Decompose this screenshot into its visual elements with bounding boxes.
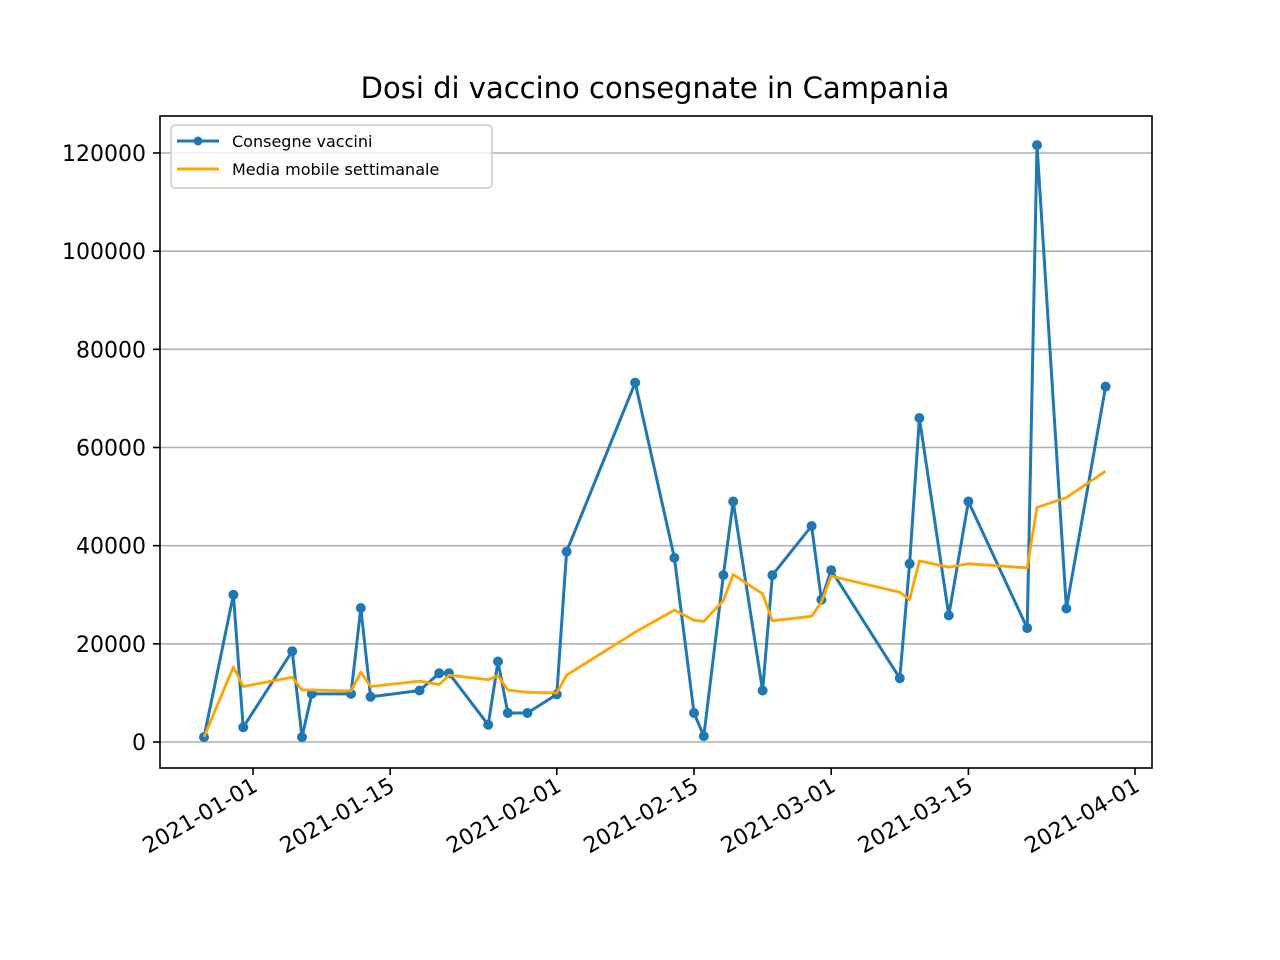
series-line	[202, 143, 1108, 739]
grid-lines	[160, 152, 1152, 743]
data-point	[1032, 140, 1042, 151]
y-tick-label: 120000	[62, 142, 146, 167]
y-tick-label: 60000	[76, 437, 146, 462]
data-point	[689, 708, 699, 718]
legend-label: Media mobile settimanale	[232, 160, 439, 179]
y-tick-label: 40000	[76, 535, 146, 560]
data-point	[1061, 603, 1072, 614]
data-point	[914, 413, 925, 423]
y-axis: 0 20000 40000 60000 80000 100000 120000	[62, 142, 160, 756]
legend-box	[170, 124, 493, 189]
data-point	[434, 668, 445, 679]
data-point	[493, 656, 503, 667]
data-point	[963, 496, 974, 507]
plot-area	[199, 140, 1111, 743]
data-point	[757, 685, 768, 696]
data-point	[483, 719, 494, 730]
legend: Consegne vaccini Media mobile settimanale	[170, 124, 493, 189]
data-point	[561, 546, 572, 557]
data-point	[669, 552, 680, 563]
y-tick-label: 100000	[62, 240, 146, 265]
y-tick-label: 80000	[76, 338, 146, 363]
data-point	[630, 377, 641, 388]
data-point	[1022, 623, 1033, 634]
data-point	[1100, 381, 1111, 392]
data-point	[698, 731, 709, 742]
data-point	[287, 646, 298, 657]
data-point	[297, 732, 307, 743]
legend-swatch-marker	[193, 136, 203, 146]
data-point	[826, 565, 837, 576]
data-point	[904, 558, 915, 569]
y-tick-label: 20000	[76, 633, 146, 658]
data-point	[502, 708, 513, 718]
y-tick-label: 0	[132, 731, 146, 756]
legend-label: Consegne vaccini	[232, 132, 372, 151]
data-point	[894, 673, 905, 684]
series-line	[202, 469, 1107, 738]
series-media-mobile	[202, 469, 1107, 738]
data-point	[806, 521, 817, 531]
chart-title: Dosi di vaccino consegnate in Campania	[361, 71, 950, 105]
data-point	[767, 570, 778, 581]
axes-frame	[159, 115, 1153, 769]
data-point	[355, 603, 366, 613]
data-point	[718, 570, 729, 581]
data-point	[238, 722, 249, 733]
data-point	[228, 589, 239, 600]
data-point	[728, 496, 739, 507]
data-point	[943, 610, 954, 621]
data-point	[365, 691, 376, 702]
data-point	[522, 708, 533, 718]
data-point	[414, 685, 425, 696]
